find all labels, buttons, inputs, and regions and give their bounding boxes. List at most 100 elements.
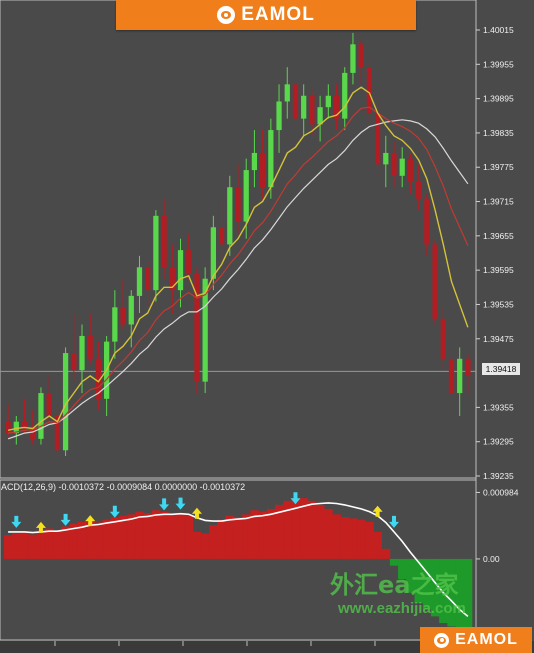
candle-body [292, 84, 299, 119]
histogram-bar [398, 558, 407, 580]
histogram-bar [373, 531, 382, 559]
candle-body [284, 84, 290, 102]
candle-body [383, 152, 389, 165]
histogram-bar [53, 531, 62, 559]
histogram-bar [283, 500, 292, 559]
histogram-bar [439, 558, 448, 624]
indicator-tick-label: 0.00 [483, 554, 500, 564]
candle-body [161, 215, 167, 268]
histogram-bar [86, 519, 95, 559]
histogram-bar [192, 531, 202, 559]
price-tick-label: 1.39295 [483, 437, 514, 447]
histogram-bar [307, 500, 317, 559]
histogram-bar [414, 558, 424, 603]
candle-body [358, 44, 364, 68]
histogram-bar [160, 511, 169, 559]
indicator-label: ACD(12,26,9) -0.0010372 -0.0009084 0.000… [1, 482, 246, 492]
up-arrow-icon [372, 505, 383, 517]
candle-body [399, 158, 405, 176]
candle-body [194, 273, 200, 382]
histogram-bar [258, 511, 268, 559]
histogram-bar [316, 504, 325, 559]
moving-average-line [8, 106, 469, 434]
candle-body [46, 393, 52, 416]
histogram-bar [61, 526, 70, 559]
candle-body [136, 267, 143, 296]
candle-body [432, 244, 438, 319]
up-arrow-icon [85, 515, 96, 527]
histogram-bar [4, 535, 13, 559]
price-tick-label: 1.39835 [483, 128, 514, 138]
candle-body [276, 101, 282, 131]
candle-body [186, 250, 192, 274]
candle-body [177, 250, 184, 291]
histogram-bar [455, 558, 465, 630]
price-tick-label: 1.39595 [483, 265, 514, 275]
brand-banner-bottom: EAMOL [420, 627, 532, 653]
histogram-bar [406, 558, 415, 593]
candle-body [465, 358, 471, 376]
down-arrow-icon [11, 515, 22, 528]
down-arrow-icon [159, 498, 170, 511]
histogram-bar [340, 517, 350, 559]
candle-body [71, 353, 77, 371]
histogram-bar [348, 518, 358, 559]
candle-body [218, 227, 225, 245]
histogram-bar [28, 534, 38, 559]
histogram-bar [168, 514, 177, 559]
down-arrow-icon [175, 497, 186, 510]
histogram-bar [110, 517, 120, 559]
candle-body [268, 130, 274, 188]
price-tick-label: 1.39715 [483, 197, 514, 207]
brand-banner-top: EAMOL [116, 0, 416, 30]
histogram-bar [381, 548, 391, 559]
price-tick-label: 1.39655 [483, 231, 514, 241]
candle-body [120, 307, 126, 325]
candle-body [342, 72, 348, 119]
candle-body [251, 152, 258, 171]
histogram-bar [143, 512, 153, 559]
candle-body [325, 95, 331, 108]
candle-body [13, 421, 19, 434]
indicator-tick-label: 0.000984 [483, 487, 519, 497]
candle-body [366, 67, 372, 113]
price-tick-label: 1.40015 [483, 25, 514, 35]
brand-logo-text-small: EAMOL [455, 631, 518, 648]
histogram-bar [77, 521, 87, 559]
histogram-bar [151, 510, 161, 559]
candle-body [235, 187, 241, 222]
candle-body [95, 358, 102, 399]
histogram-bar [69, 523, 79, 559]
price-tick-label: 1.39535 [483, 299, 514, 309]
histogram-bar [365, 521, 374, 559]
candle-body [210, 227, 216, 279]
candle-body [374, 112, 381, 165]
histogram-bar [332, 514, 341, 559]
candle-body [21, 421, 28, 428]
down-arrow-icon [290, 492, 301, 505]
price-tick-label: 1.39235 [483, 471, 514, 481]
watermark-cn: 外汇ea之家 [330, 571, 459, 599]
down-arrow-icon [60, 513, 71, 526]
candle-body [38, 393, 44, 439]
watermark-url: www.eazhijia.com [338, 600, 466, 617]
histogram-bar [217, 519, 226, 559]
candle-body [407, 158, 414, 182]
candle-body [260, 152, 266, 188]
histogram-bar [233, 517, 243, 559]
histogram-bar [242, 514, 251, 559]
candle-body [309, 95, 315, 125]
candle-body [79, 335, 85, 371]
candle-body [54, 415, 60, 451]
histogram-bar [176, 512, 185, 559]
candle-body [416, 181, 422, 199]
histogram-bar [266, 508, 276, 559]
histogram-bar [291, 499, 300, 559]
histogram-bar [357, 519, 366, 559]
histogram-bar [274, 504, 284, 559]
candle-body [243, 170, 249, 222]
current-price-label: 1.39418 [482, 363, 520, 375]
candle-body [169, 267, 175, 291]
brand-logo-text: EAMOL [241, 4, 315, 25]
